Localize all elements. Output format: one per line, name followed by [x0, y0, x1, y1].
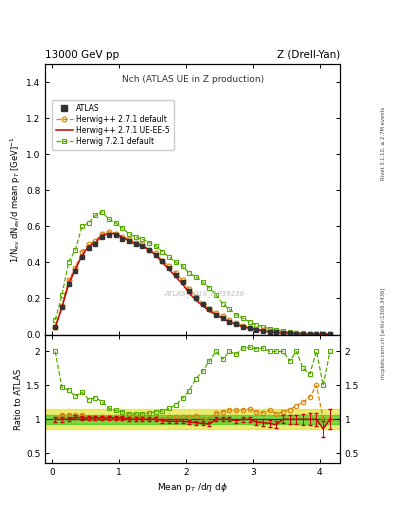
- Text: Z (Drell-Yan): Z (Drell-Yan): [277, 50, 340, 60]
- Y-axis label: Ratio to ATLAS: Ratio to ATLAS: [14, 368, 23, 430]
- Text: ATLAS_2019_I1739236: ATLAS_2019_I1739236: [164, 291, 244, 297]
- Legend: ATLAS, Herwig++ 2.7.1 default, Herwig++ 2.7.1 UE-EE-5, Herwig 7.2.1 default: ATLAS, Herwig++ 2.7.1 default, Herwig++ …: [52, 100, 174, 150]
- X-axis label: Mean p$_T$ /d$\eta$ d$\phi$: Mean p$_T$ /d$\eta$ d$\phi$: [157, 481, 228, 495]
- Text: Rivet 3.1.10, ≥ 2.7M events: Rivet 3.1.10, ≥ 2.7M events: [381, 106, 386, 180]
- Text: mcplots.cern.ch [arXiv:1306.3436]: mcplots.cern.ch [arXiv:1306.3436]: [381, 287, 386, 378]
- Y-axis label: 1/N$_{ev}$ dN$_{ev}$/d mean p$_T$ [GeV]$^{-1}$: 1/N$_{ev}$ dN$_{ev}$/d mean p$_T$ [GeV]$…: [9, 136, 23, 263]
- Text: 13000 GeV pp: 13000 GeV pp: [45, 50, 119, 60]
- Text: Nch (ATLAS UE in Z production): Nch (ATLAS UE in Z production): [121, 75, 264, 84]
